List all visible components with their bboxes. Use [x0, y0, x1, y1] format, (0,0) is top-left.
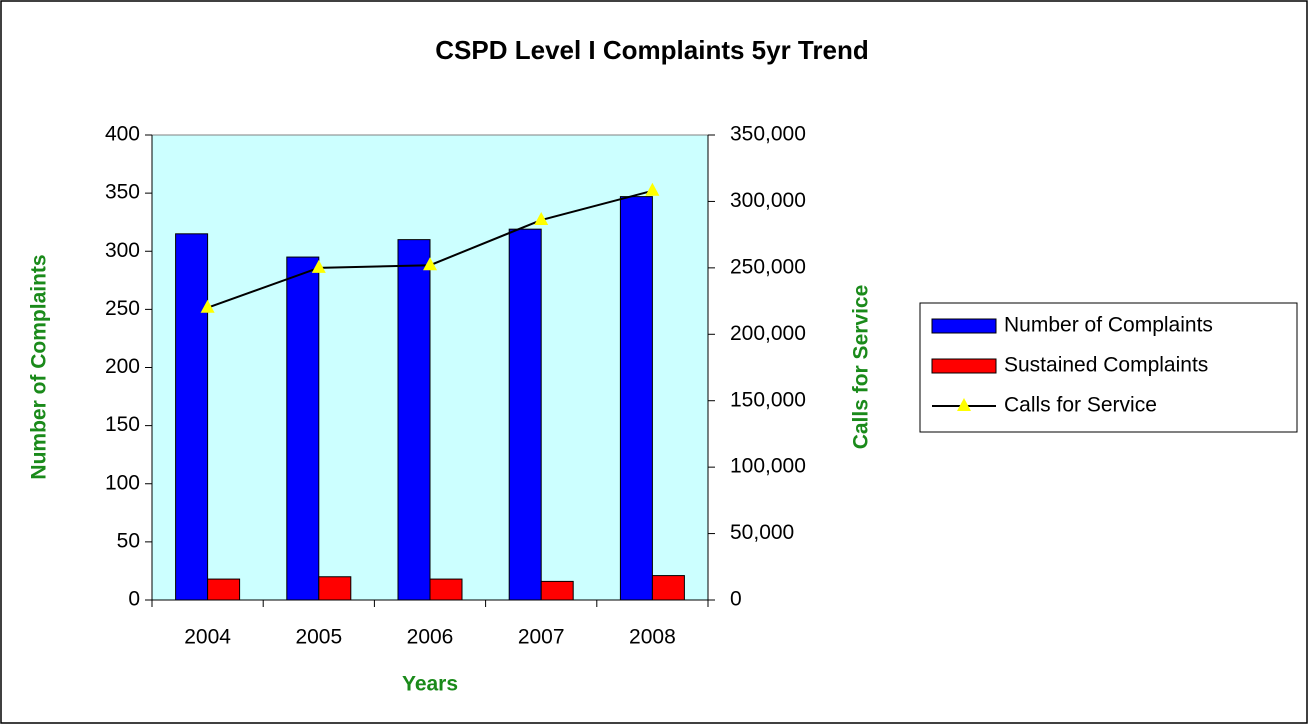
chart-title: CSPD Level I Complaints 5yr Trend — [435, 35, 868, 65]
marker — [200, 299, 215, 313]
y2-tick-label: 200,000 — [730, 322, 806, 345]
y-tick-label: 150 — [105, 413, 140, 436]
legend-label: Sustained Complaints — [1004, 354, 1208, 377]
bar — [318, 576, 352, 601]
y2-tick-label: 350,000 — [730, 123, 806, 146]
y-tick-label: 400 — [105, 123, 140, 146]
y-tick-label: 250 — [105, 297, 140, 320]
legend-marker — [957, 398, 971, 411]
marker — [311, 259, 326, 273]
marker — [534, 212, 549, 226]
y2-axis-title: Calls for Service — [850, 285, 873, 450]
y-axis-title: Number of Complaints — [28, 254, 51, 479]
legend-label: Number of Complaints — [1004, 314, 1213, 337]
bar — [429, 578, 463, 601]
x-tick-label: 2007 — [518, 626, 565, 649]
x-tick-label: 2004 — [184, 626, 231, 649]
bar — [619, 196, 653, 601]
marker — [645, 182, 660, 196]
y-tick-label: 100 — [105, 471, 140, 494]
bar — [207, 578, 241, 601]
bar — [651, 575, 685, 601]
legend-label: Calls for Service — [1004, 394, 1157, 417]
bar — [508, 228, 542, 601]
y2-tick-label: 300,000 — [730, 189, 806, 212]
bar — [286, 256, 320, 601]
bar — [175, 233, 209, 601]
y-tick-label: 350 — [105, 181, 140, 204]
y2-tick-label: 150,000 — [730, 388, 806, 411]
x-axis-title: Years — [402, 673, 458, 696]
x-tick-label: 2006 — [407, 626, 454, 649]
y2-tick-label: 0 — [730, 588, 742, 611]
y-tick-label: 50 — [117, 529, 140, 552]
bar — [397, 239, 431, 601]
y-tick-label: 300 — [105, 239, 140, 262]
y2-tick-label: 100,000 — [730, 455, 806, 478]
x-tick-label: 2008 — [629, 626, 676, 649]
y-tick-label: 200 — [105, 355, 140, 378]
bar — [540, 580, 574, 601]
marker — [423, 257, 437, 271]
y-tick-label: 0 — [128, 588, 140, 611]
legend-swatch — [931, 318, 997, 334]
legend-swatch — [931, 358, 997, 374]
x-tick-label: 2005 — [295, 626, 342, 649]
y2-tick-label: 250,000 — [730, 255, 806, 278]
y2-tick-label: 50,000 — [730, 521, 794, 544]
